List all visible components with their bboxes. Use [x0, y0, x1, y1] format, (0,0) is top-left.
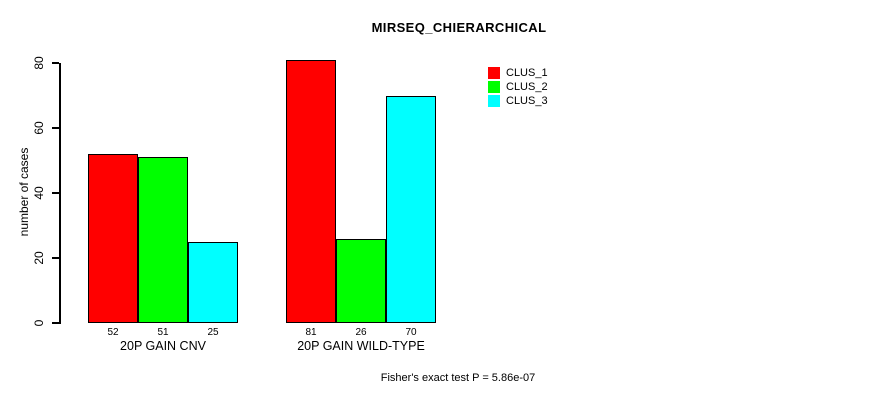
legend-swatch-clus_1: [488, 67, 500, 79]
bar-value-label: 51: [157, 327, 169, 338]
bar-clus_2-2: [336, 238, 386, 323]
bar-clus_1-1: [88, 154, 138, 323]
legend-label: CLUS_1: [506, 67, 548, 79]
y-axis-title: number of cases: [17, 147, 31, 237]
bar-clus_3-2: [386, 95, 436, 323]
legend-swatch-clus_3: [488, 95, 500, 107]
y-tick-mark: [52, 127, 59, 129]
y-tick-mark: [52, 322, 59, 324]
y-axis-line: [59, 63, 61, 324]
footnote: Fisher's exact test P = 5.86e-07: [380, 372, 536, 384]
y-tick-mark: [52, 257, 59, 259]
legend-label: CLUS_2: [506, 81, 548, 93]
y-tick-label: 40: [32, 186, 46, 200]
legend: CLUS_1 CLUS_2 CLUS_3: [488, 66, 588, 110]
legend-item: CLUS_3: [488, 94, 588, 108]
category-label: 20P GAIN CNV: [120, 339, 206, 353]
y-tick-label: 60: [32, 121, 46, 135]
bar-value-label: 52: [107, 327, 119, 338]
bar-clus_2-1: [138, 157, 188, 323]
legend-item: CLUS_1: [488, 66, 588, 80]
chart-title: MIRSEQ_CHIERARCHICAL: [371, 20, 547, 35]
legend-label: CLUS_3: [506, 95, 548, 107]
y-tick-label: 20: [32, 251, 46, 265]
y-tick-label: 0: [32, 319, 46, 327]
y-tick-mark: [52, 192, 59, 194]
legend-item: CLUS_2: [488, 80, 588, 94]
bar-clus_1-2: [286, 59, 336, 323]
legend-swatch-clus_2: [488, 81, 500, 93]
y-tick-label: 80: [32, 56, 46, 70]
y-tick-mark: [52, 62, 59, 64]
bar-value-label: 81: [305, 327, 317, 338]
bar-value-label: 26: [355, 327, 367, 338]
bar-value-label: 70: [405, 327, 417, 338]
bar-clus_3-1: [188, 241, 238, 323]
category-label: 20P GAIN WILD-TYPE: [297, 339, 425, 353]
bar-value-label: 25: [207, 327, 219, 338]
